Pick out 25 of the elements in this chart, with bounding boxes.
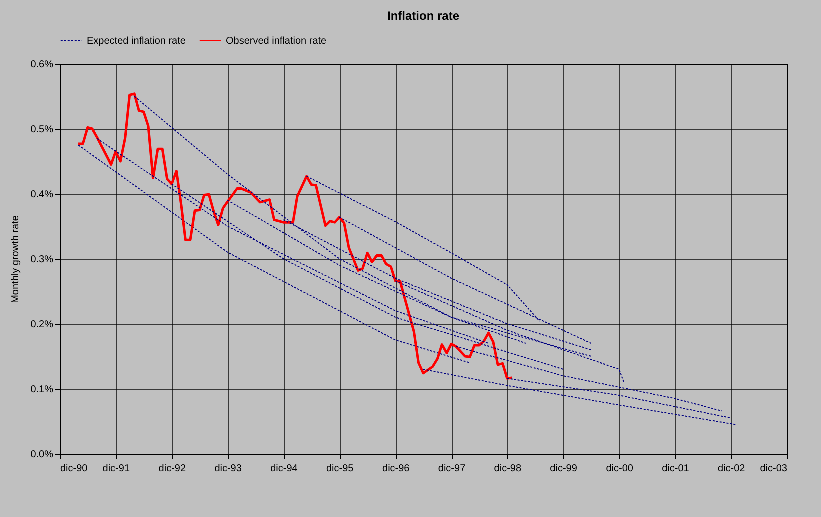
y-tick-label: 0.3% bbox=[30, 254, 54, 266]
y-tick-label: 0.2% bbox=[30, 320, 54, 330]
legend-label: Expected inflation rate bbox=[87, 36, 186, 47]
y-tick-label: 0.1% bbox=[30, 384, 54, 396]
x-tick-label: dic-91 bbox=[102, 464, 130, 474]
x-tick-label: dic-96 bbox=[382, 464, 410, 474]
x-tick-label: dic-99 bbox=[550, 464, 578, 474]
x-tick-label: dic-90 bbox=[60, 464, 88, 474]
x-tick-label: dic-03 bbox=[760, 464, 788, 474]
y-tick-label: 0.4% bbox=[30, 190, 54, 200]
x-tick-label: dic-98 bbox=[494, 464, 522, 474]
x-tick-label: dic-95 bbox=[326, 464, 354, 474]
y-axis-title: Monthly growth rate bbox=[10, 215, 22, 304]
x-tick-label: dic-01 bbox=[662, 464, 690, 474]
x-tick-label: dic-92 bbox=[158, 464, 186, 474]
x-tick-label: dic-02 bbox=[718, 464, 746, 474]
x-tick-label: dic-93 bbox=[214, 464, 242, 474]
y-tick-label: 0.6% bbox=[30, 60, 54, 70]
chart-title: Inflation rate bbox=[387, 9, 460, 23]
y-tick-label: 0.5% bbox=[30, 124, 54, 136]
x-tick-label: dic-00 bbox=[606, 464, 634, 474]
y-tick-label: 0.0% bbox=[30, 450, 54, 460]
x-tick-label: dic-97 bbox=[438, 464, 466, 474]
x-tick-label: dic-94 bbox=[270, 464, 298, 474]
legend-label: Observed inflation rate bbox=[226, 36, 328, 47]
